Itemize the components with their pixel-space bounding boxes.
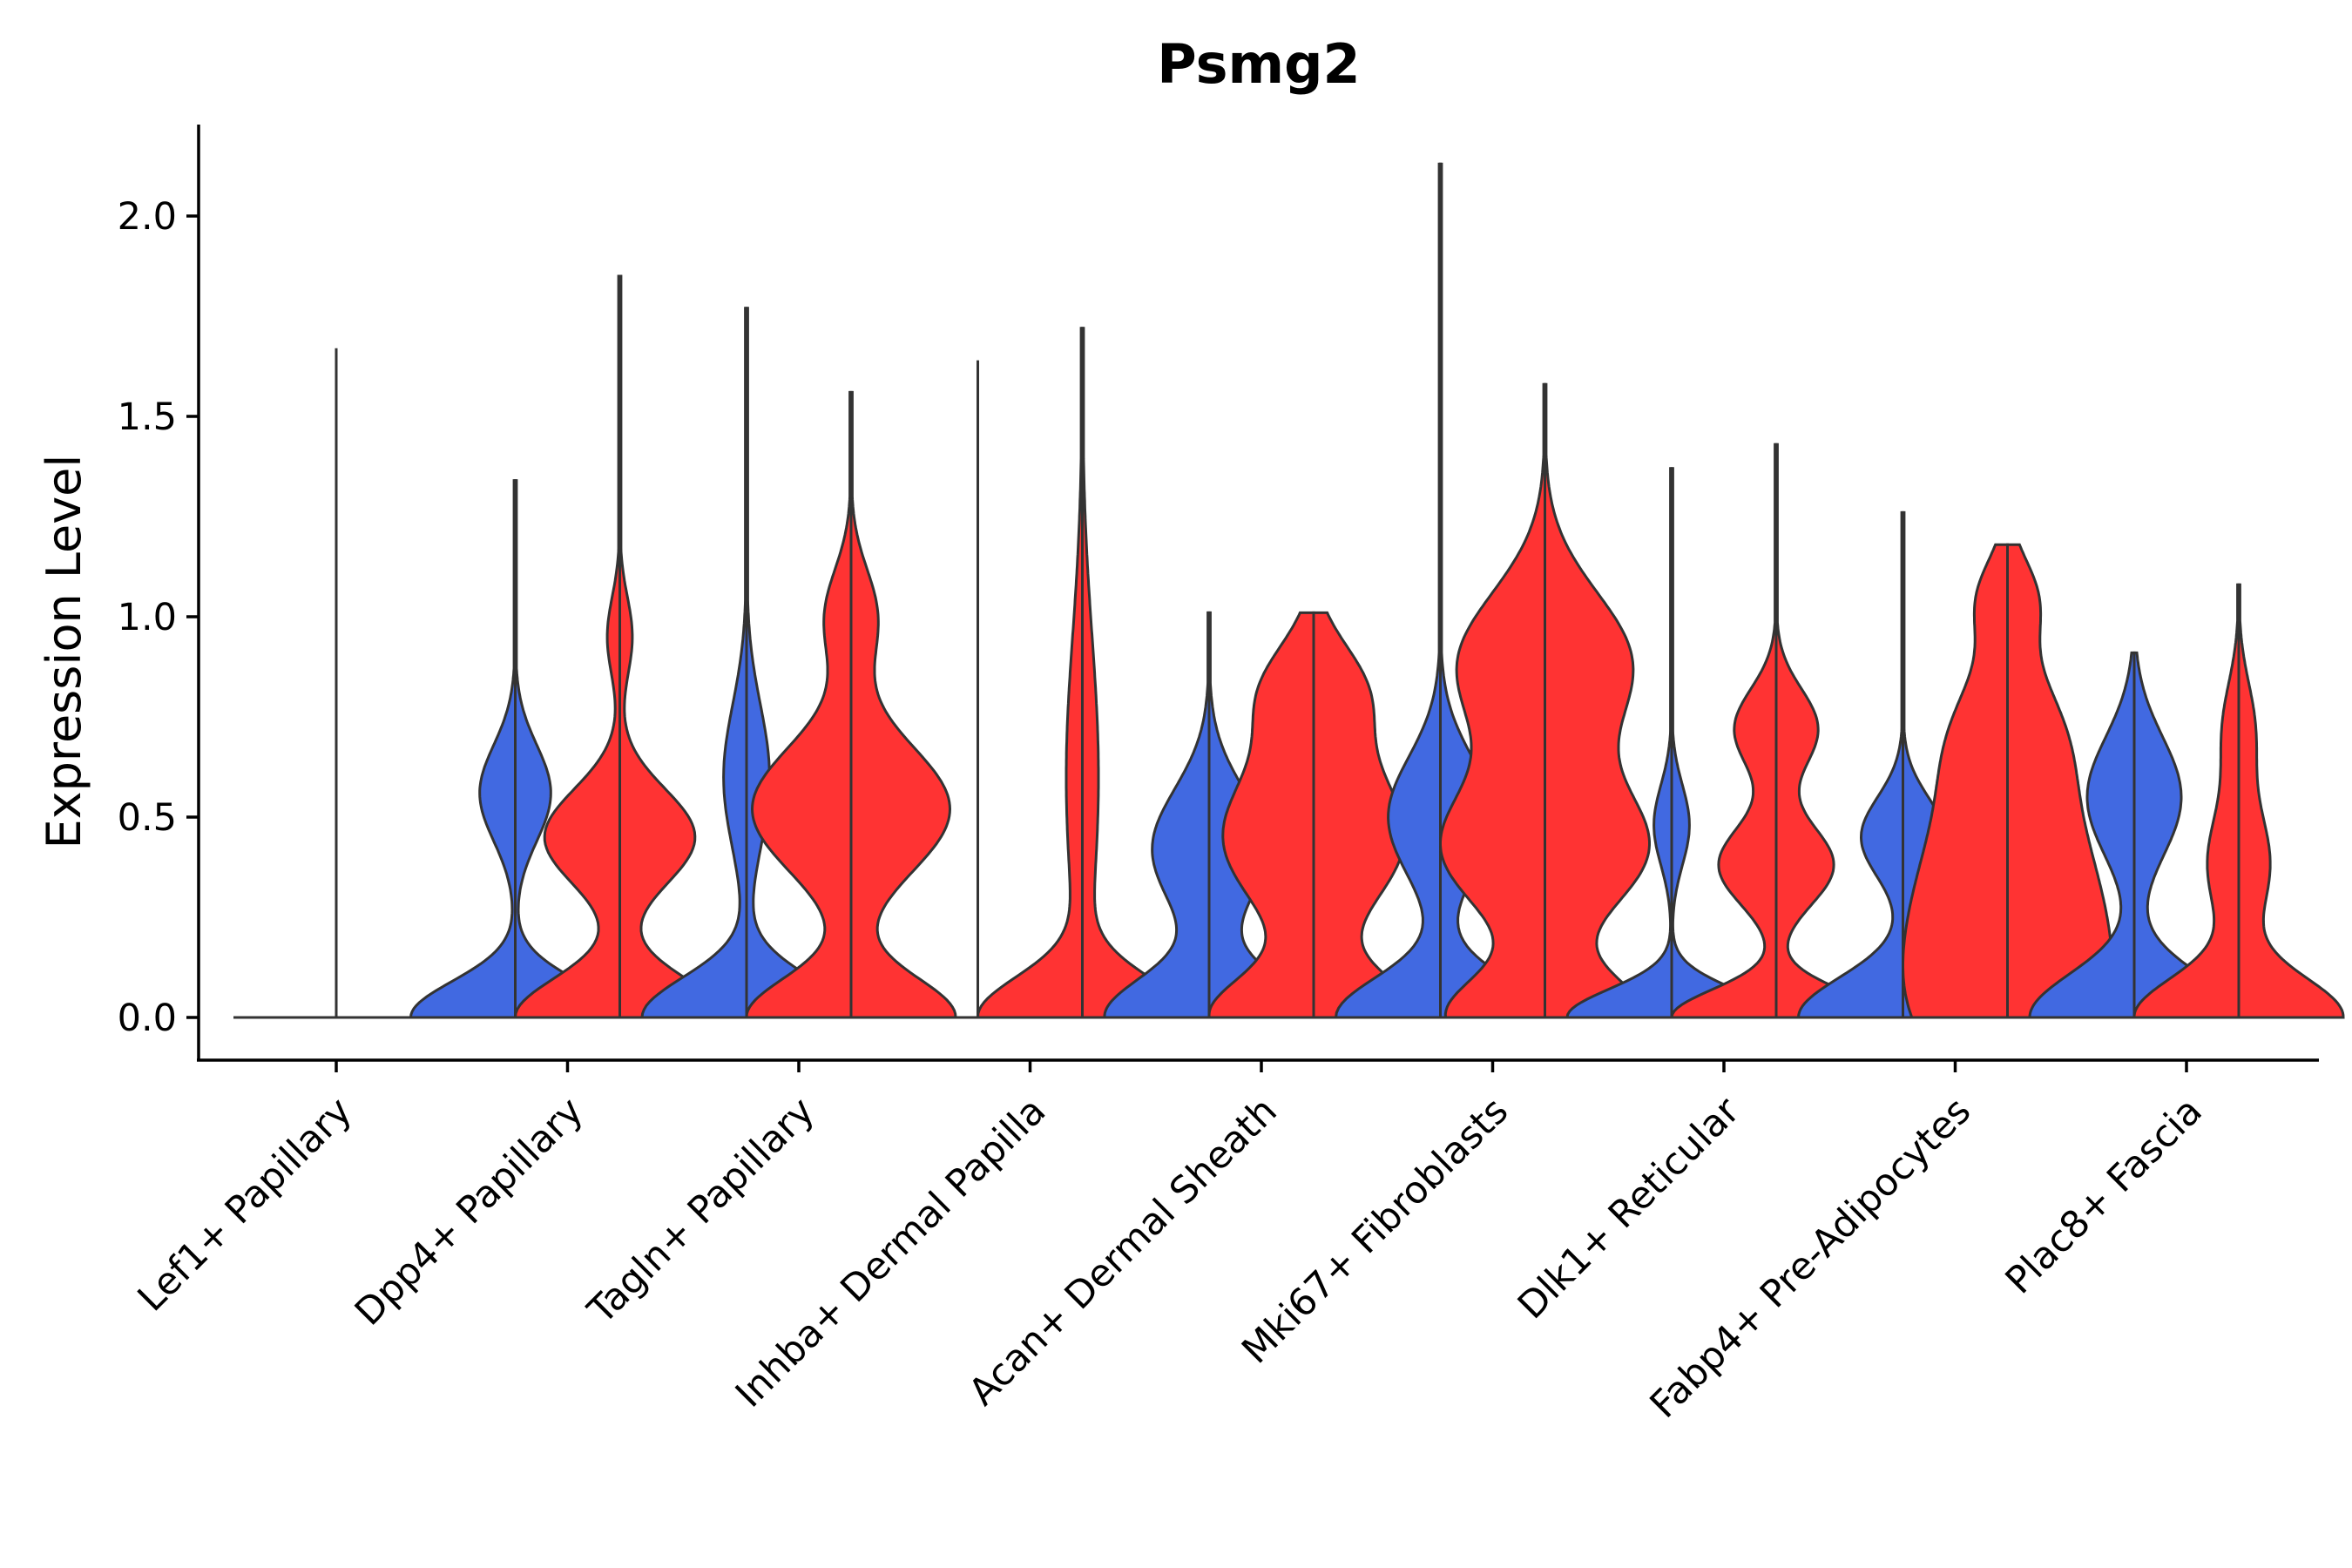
violin-group-a	[1670, 467, 1778, 1019]
violin-group-b-left	[1902, 543, 2009, 1019]
violin-group-b	[1774, 443, 1882, 1019]
y-axis-label: Expression Level	[37, 455, 91, 849]
violin-group-a-left	[409, 479, 517, 1019]
violin-group-a-left	[1796, 510, 1904, 1019]
y-axis: 0.0 0.5 1.0 1.5 2.0	[118, 125, 200, 1060]
y-tick-label: 1.0	[118, 596, 177, 639]
violin-group-b	[849, 390, 957, 1019]
y-tick-label: 0.5	[118, 796, 177, 840]
x-tick-label: Lef1+ Papillary	[130, 1089, 361, 1320]
x-tick-label: Mki67+ Fibroblasts	[1233, 1089, 1517, 1372]
violin-group-b	[2237, 583, 2345, 1019]
x-tick-label: Plac8+ Fascia	[1997, 1089, 2211, 1302]
violin-group-a	[2132, 651, 2240, 1019]
chart-title: Psmg2	[1157, 32, 1360, 96]
violin-group-a	[745, 307, 853, 1019]
violin-group-b	[1081, 327, 1189, 1019]
violin-group-b-left	[1670, 443, 1778, 1019]
violins	[233, 162, 2345, 1019]
y-tick-label: 2.0	[118, 195, 177, 239]
violin-group-a-left	[640, 307, 748, 1019]
violin-group-b	[618, 274, 727, 1019]
violin-group-a-left	[2028, 651, 2136, 1019]
y-tick-label: 0.0	[118, 997, 177, 1040]
violin-group-b-left	[976, 327, 1084, 1019]
violin-group-b-left	[1439, 382, 1546, 1019]
violin-group-b-left	[513, 274, 621, 1019]
x-tick-label: Dlk1+ Reticular	[1510, 1089, 1748, 1328]
x-tick-label: Dpp4+ Papillary	[347, 1089, 591, 1334]
violin-group-b-left	[745, 390, 853, 1019]
x-tick-label: Tagln+ Papillary	[579, 1089, 823, 1333]
violin-group-b-left	[1207, 611, 1315, 1019]
violin-group-b-left	[2132, 583, 2240, 1019]
y-tick-label: 1.5	[118, 395, 177, 439]
violin-group-a	[514, 479, 622, 1019]
violin-group-b	[1544, 382, 1651, 1019]
